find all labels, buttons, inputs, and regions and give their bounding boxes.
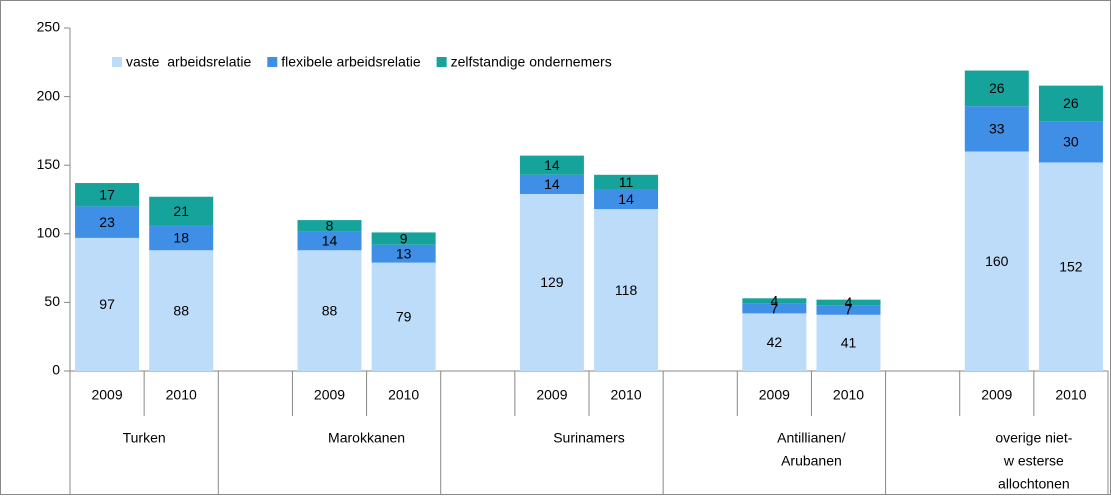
bar-segment	[297, 220, 362, 232]
y-tick-label: 200	[37, 87, 61, 103]
bar-segment	[519, 194, 584, 371]
x-tick-label: 2010	[166, 387, 197, 403]
data-label: 8	[326, 217, 334, 233]
group-label: allochtonen	[998, 476, 1070, 492]
bar-segment	[149, 225, 214, 251]
bar-segment	[594, 209, 659, 371]
data-label: 33	[989, 121, 1005, 137]
data-label: 21	[173, 203, 189, 219]
bar-segment	[742, 298, 807, 304]
data-label: 7	[845, 302, 853, 318]
data-label: 97	[99, 296, 115, 312]
x-tick-label: 2009	[759, 387, 790, 403]
group-label: w esterse	[1003, 453, 1064, 469]
data-label: 17	[99, 186, 115, 202]
data-label: 4	[770, 293, 778, 309]
data-label: 14	[544, 176, 560, 192]
data-label: 7	[770, 300, 778, 316]
data-label: 26	[989, 80, 1005, 96]
data-label: 13	[396, 245, 412, 261]
bar-segment	[297, 231, 362, 251]
data-label: 129	[540, 274, 564, 290]
data-label: 88	[173, 302, 189, 318]
bar-segment	[75, 237, 140, 371]
bar-segment	[75, 206, 140, 238]
bar-segment	[816, 305, 881, 315]
group-label: Arubanen	[781, 453, 842, 469]
bar-segment	[742, 313, 807, 371]
bar-segment	[149, 196, 214, 226]
bar-segment	[1038, 85, 1103, 122]
bar-segment	[371, 262, 436, 371]
bar-segment	[964, 106, 1029, 152]
bar-segment	[1038, 162, 1103, 371]
bar-segment	[964, 70, 1029, 107]
data-label: 41	[841, 335, 857, 351]
x-tick-label: 2010	[388, 387, 419, 403]
bar-segment	[816, 314, 881, 371]
bar-segment	[75, 183, 140, 207]
bar-segment	[371, 232, 436, 245]
data-label: 18	[173, 230, 189, 246]
data-label: 88	[322, 302, 338, 318]
data-label: 14	[544, 157, 560, 173]
data-label: 26	[1063, 95, 1079, 111]
data-label: 79	[396, 309, 412, 325]
bar-segment	[1038, 121, 1103, 163]
bar-segment	[742, 303, 807, 314]
group-label: Marokkanen	[328, 430, 405, 446]
legend-label: vaste arbeidsrelatie	[126, 54, 252, 70]
group-label: overige niet-	[995, 430, 1072, 446]
data-label: 4	[845, 294, 853, 310]
bar-segment	[594, 189, 659, 210]
bar-segment	[371, 244, 436, 263]
legend-label: flexibele arbeidsrelatie	[281, 54, 421, 70]
data-label: 42	[767, 334, 783, 350]
y-tick-label: 100	[37, 225, 61, 241]
x-tick-label: 2009	[91, 387, 122, 403]
legend-swatch	[267, 57, 278, 67]
bar-segment	[816, 299, 881, 306]
group-label: Antillianen/	[777, 430, 846, 446]
y-tick-label: 50	[44, 293, 60, 309]
group-label: Turken	[123, 430, 166, 446]
x-tick-label: 2009	[536, 387, 567, 403]
x-tick-label: 2010	[833, 387, 864, 403]
data-label: 152	[1059, 258, 1083, 274]
legend-swatch	[112, 57, 122, 67]
bar-segment	[594, 174, 659, 190]
x-tick-label: 2010	[610, 387, 641, 403]
bar-segment	[297, 250, 362, 371]
x-tick-label: 2009	[314, 387, 345, 403]
data-label: 9	[400, 230, 408, 246]
group-label: Surinamers	[553, 430, 625, 446]
y-tick-label: 250	[37, 19, 61, 35]
data-label: 11	[619, 174, 634, 190]
data-label: 118	[615, 282, 638, 298]
data-label: 23	[99, 214, 115, 230]
x-tick-label: 2010	[1055, 387, 1086, 403]
bar-segment	[149, 250, 214, 371]
bar-segment	[519, 155, 584, 175]
bar-segment	[964, 151, 1029, 371]
legend-label: zelfstandige ondernemers	[451, 54, 612, 70]
data-label: 14	[322, 232, 338, 248]
legend-swatch	[436, 57, 447, 67]
data-label: 30	[1063, 134, 1079, 150]
data-label: 14	[618, 191, 634, 207]
y-tick-label: 150	[37, 156, 61, 172]
y-tick-label: 0	[52, 362, 60, 378]
x-tick-label: 2009	[981, 387, 1012, 403]
data-label: 160	[985, 253, 1009, 269]
bar-segment	[519, 174, 584, 195]
